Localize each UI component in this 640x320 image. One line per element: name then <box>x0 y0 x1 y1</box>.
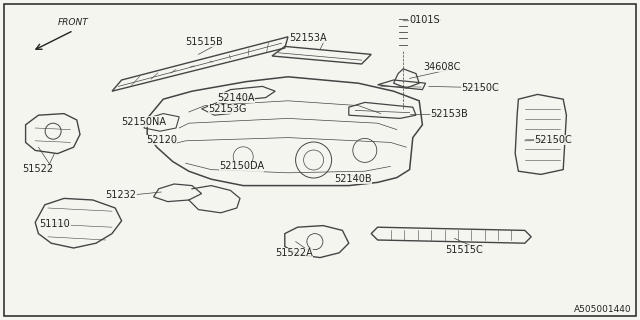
Text: 52150C: 52150C <box>461 83 499 93</box>
Text: 52150DA: 52150DA <box>219 161 264 172</box>
Text: 52140A: 52140A <box>218 92 255 103</box>
Text: 52153A: 52153A <box>289 33 327 43</box>
Text: 51110: 51110 <box>40 219 70 229</box>
Text: 51522A: 51522A <box>275 248 313 258</box>
Text: 51515B: 51515B <box>186 36 223 47</box>
Text: 52150NA: 52150NA <box>122 116 166 127</box>
Text: 52150C: 52150C <box>534 135 572 145</box>
Text: FRONT: FRONT <box>58 18 89 27</box>
Text: 52153B: 52153B <box>430 108 468 119</box>
Text: 51522: 51522 <box>22 164 54 174</box>
Text: 51232: 51232 <box>106 189 136 200</box>
Text: 52140B: 52140B <box>334 173 372 184</box>
Text: 0101S: 0101S <box>410 15 440 25</box>
Text: 34608C: 34608C <box>424 62 461 72</box>
Text: 51515C: 51515C <box>445 245 483 255</box>
Text: 52120: 52120 <box>146 135 177 145</box>
Text: 52153G: 52153G <box>208 104 246 114</box>
Text: A505001440: A505001440 <box>574 305 632 314</box>
